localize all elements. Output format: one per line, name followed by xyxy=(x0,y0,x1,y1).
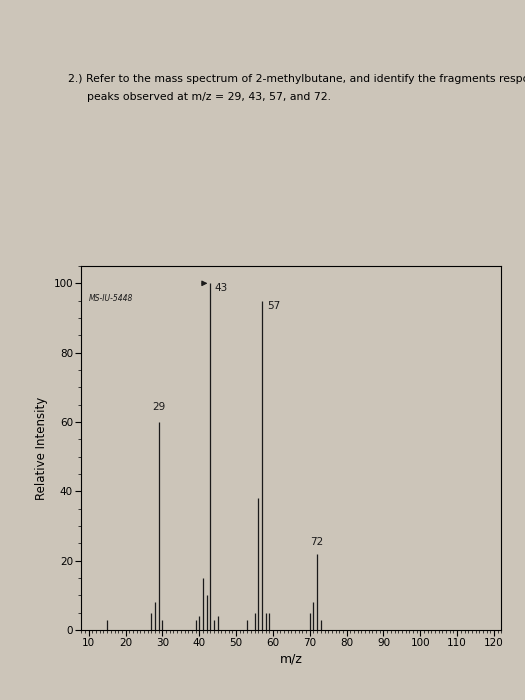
Text: 57: 57 xyxy=(267,301,281,311)
Text: 43: 43 xyxy=(214,284,227,293)
Text: peaks observed at m/z = 29, 43, 57, and 72.: peaks observed at m/z = 29, 43, 57, and … xyxy=(87,92,331,102)
Text: MS-IU-5448: MS-IU-5448 xyxy=(89,294,133,302)
Y-axis label: Relative Intensity: Relative Intensity xyxy=(35,396,48,500)
X-axis label: m/z: m/z xyxy=(280,652,303,666)
Text: 2.) Refer to the mass spectrum of 2-methylbutane, and identify the fragments res: 2.) Refer to the mass spectrum of 2-meth… xyxy=(68,74,525,83)
Text: 29: 29 xyxy=(152,402,165,412)
Text: 72: 72 xyxy=(311,537,324,547)
